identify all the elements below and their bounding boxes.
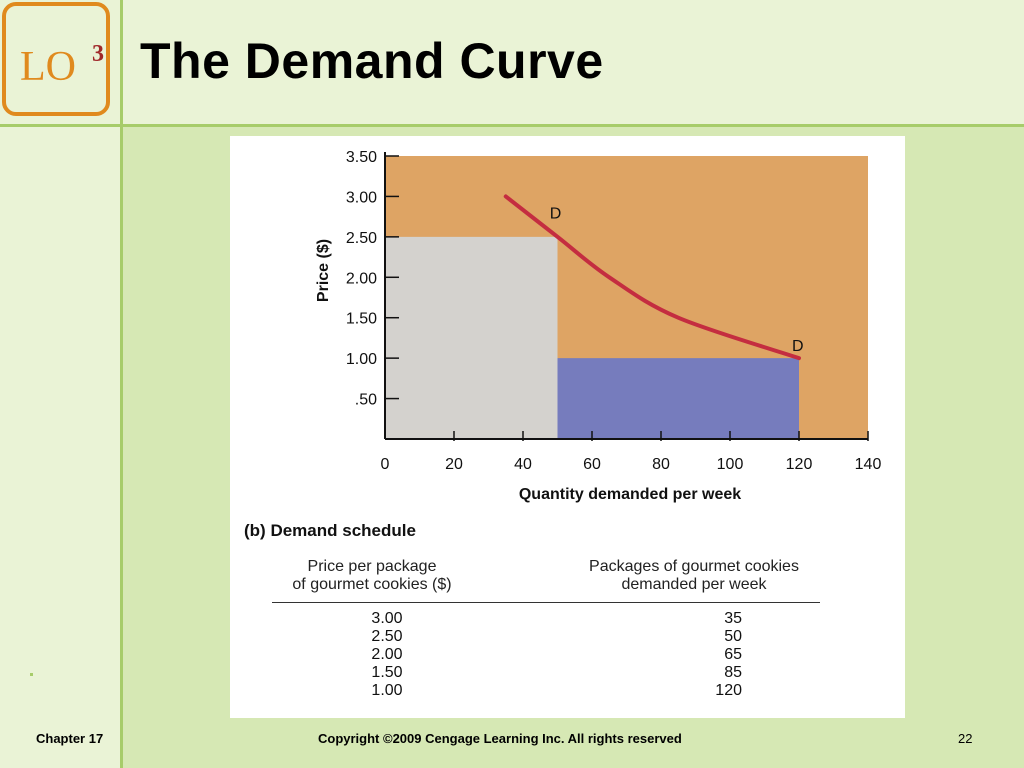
page-title: The Demand Curve bbox=[140, 33, 604, 89]
footer-copyright: Copyright ©2009 Cengage Learning Inc. Al… bbox=[318, 731, 682, 746]
table-row: 1.00 120 bbox=[272, 682, 820, 700]
x-tick-label: 120 bbox=[786, 456, 813, 473]
y-tick-label: 2.50 bbox=[346, 230, 377, 247]
demand-chart: 0 20 40 60 80 100 120 140 .50 1.00 1.50 2.00 2.50 3.0… bbox=[315, 149, 882, 503]
schedule-table: 3.00 35 2.50 50 2.00 65 1.50 85 1.00 120 bbox=[272, 610, 820, 700]
column-header-quantity: Packages of gourmet cookies demanded per… bbox=[589, 558, 799, 593]
price-cell: 2.00 bbox=[371, 646, 403, 663]
horizontal-divider bbox=[0, 124, 1024, 127]
decorative-dot bbox=[30, 673, 33, 676]
left-panel bbox=[0, 0, 120, 768]
gray-area bbox=[385, 236, 558, 439]
curve-label-top: D bbox=[550, 205, 562, 222]
y-tick-label: 3.00 bbox=[346, 189, 377, 206]
figure-panel: 0 20 40 60 80 100 120 140.50 1.00 1.50 2.00 2.50 3.0… bbox=[230, 136, 905, 718]
x-axis-title: Quantity demanded per week bbox=[519, 486, 741, 503]
quantity-cell: 120 bbox=[715, 682, 742, 699]
blue-area bbox=[557, 358, 799, 439]
header-band bbox=[0, 0, 1024, 124]
x-tick-label: 0 bbox=[381, 456, 390, 473]
curve-label-bottom: D bbox=[792, 338, 804, 355]
y-tick-label: .50 bbox=[355, 392, 377, 409]
price-cell: 1.50 bbox=[371, 664, 403, 681]
schedule-title: (b) Demand schedule bbox=[244, 521, 416, 541]
footer-page-number: 22 bbox=[958, 731, 973, 746]
footer-chapter: Chapter 17 bbox=[36, 731, 104, 746]
quantity-cell: 85 bbox=[724, 664, 742, 681]
x-tick-label: 20 bbox=[445, 456, 463, 473]
demand-curve-line bbox=[503, 194, 801, 361]
y-tick-label: 1.00 bbox=[346, 351, 377, 368]
lo-label: LO bbox=[20, 44, 76, 90]
table-row: 2.00 65 bbox=[272, 646, 820, 664]
x-tick-label: 40 bbox=[514, 456, 532, 473]
x-tick-label: 60 bbox=[583, 456, 601, 473]
table-row: 3.00 35 bbox=[272, 610, 820, 628]
schedule-label: Demand schedule bbox=[270, 521, 416, 540]
vertical-divider bbox=[120, 0, 123, 768]
price-cell: 3.00 bbox=[371, 610, 403, 627]
x-tick-label: 100 bbox=[717, 456, 744, 473]
y-tick-label: 3.50 bbox=[346, 149, 377, 166]
table-row: 1.50 85 bbox=[272, 664, 820, 682]
table-rule bbox=[272, 602, 820, 603]
table-row: 2.50 50 bbox=[272, 628, 820, 646]
quantity-cell: 65 bbox=[724, 646, 742, 663]
y-tick-label: 1.50 bbox=[346, 311, 377, 328]
y-tick-label: 2.00 bbox=[346, 270, 377, 287]
lo-number: 3 bbox=[92, 41, 104, 67]
x-tick-label: 80 bbox=[652, 456, 670, 473]
price-cell: 1.00 bbox=[371, 682, 403, 699]
x-tick-label: 140 bbox=[855, 456, 882, 473]
learning-objective-badge: LO 3 bbox=[2, 2, 110, 116]
quantity-cell: 50 bbox=[724, 628, 742, 645]
y-axis-title: Price ($) bbox=[315, 239, 332, 302]
column-header-price: Price per package of gourmet cookies ($) bbox=[292, 558, 452, 593]
schedule-prefix: (b) bbox=[244, 521, 266, 540]
price-cell: 2.50 bbox=[371, 628, 403, 645]
quantity-cell: 35 bbox=[724, 610, 742, 627]
